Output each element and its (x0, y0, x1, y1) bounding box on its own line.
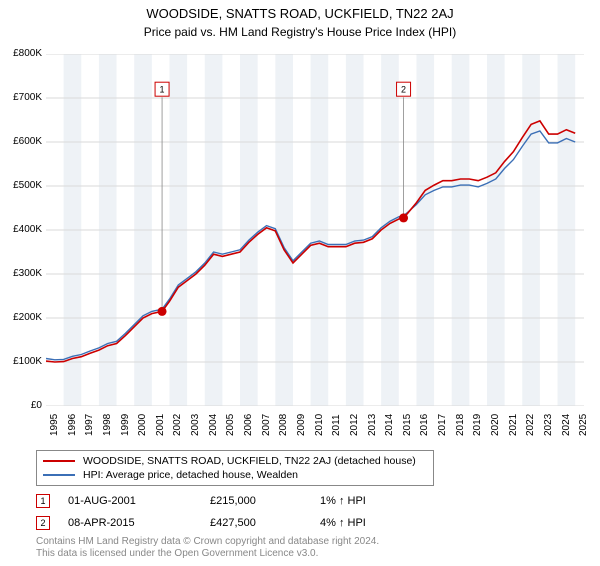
x-tick-label: 2011 (331, 414, 342, 436)
y-tick-label: £500K (2, 180, 42, 191)
x-tick-label: 2024 (561, 414, 572, 436)
y-tick-label: £600K (2, 136, 42, 147)
x-tick-label: 2022 (525, 414, 536, 436)
x-tick-label: 1996 (67, 414, 78, 436)
x-tick-label: 2025 (578, 414, 589, 436)
y-tick-label: £200K (2, 312, 42, 323)
sale-point-price: £215,000 (210, 495, 320, 507)
legend-item-hpi: HPI: Average price, detached house, Weal… (43, 468, 427, 482)
x-tick-label: 2021 (508, 414, 519, 436)
legend-swatch-hpi (43, 474, 75, 476)
y-tick-label: £0 (2, 400, 42, 411)
sale-point-pct: 1% ↑ HPI (320, 495, 420, 507)
x-tick-label: 2008 (278, 414, 289, 436)
chart-subtitle: Price paid vs. HM Land Registry's House … (0, 25, 600, 39)
y-tick-label: £800K (2, 48, 42, 59)
legend-swatch-property (43, 460, 75, 462)
y-tick-label: £700K (2, 92, 42, 103)
legend-label-hpi: HPI: Average price, detached house, Weal… (83, 468, 298, 482)
y-tick-label: £400K (2, 224, 42, 235)
x-tick-label: 2005 (225, 414, 236, 436)
x-tick-label: 2012 (349, 414, 360, 436)
x-tick-label: 2006 (243, 414, 254, 436)
sale-points-table: 1 01-AUG-2001 £215,000 1% ↑ HPI 2 08-APR… (36, 490, 420, 534)
chart-svg: 12 (46, 54, 584, 406)
x-tick-label: 2014 (384, 414, 395, 436)
x-tick-label: 2020 (490, 414, 501, 436)
chart-container: WOODSIDE, SNATTS ROAD, UCKFIELD, TN22 2A… (0, 6, 600, 566)
x-tick-label: 2003 (190, 414, 201, 436)
svg-text:2: 2 (401, 85, 406, 95)
sale-point-pct: 4% ↑ HPI (320, 517, 420, 529)
svg-text:1: 1 (160, 85, 165, 95)
sale-point-row: 2 08-APR-2015 £427,500 4% ↑ HPI (36, 512, 420, 534)
legend-item-property: WOODSIDE, SNATTS ROAD, UCKFIELD, TN22 2A… (43, 454, 427, 468)
x-tick-label: 2013 (367, 414, 378, 436)
x-tick-label: 1998 (102, 414, 113, 436)
chart-title: WOODSIDE, SNATTS ROAD, UCKFIELD, TN22 2A… (0, 6, 600, 21)
sale-point-marker-1: 1 (36, 494, 50, 508)
legend: WOODSIDE, SNATTS ROAD, UCKFIELD, TN22 2A… (36, 450, 434, 486)
x-tick-label: 1997 (84, 414, 95, 436)
x-tick-label: 2023 (543, 414, 554, 436)
x-tick-label: 2007 (261, 414, 272, 436)
sale-point-marker-2: 2 (36, 516, 50, 530)
legend-label-property: WOODSIDE, SNATTS ROAD, UCKFIELD, TN22 2A… (83, 454, 416, 468)
y-tick-label: £300K (2, 268, 42, 279)
x-tick-label: 2015 (402, 414, 413, 436)
x-tick-label: 2018 (455, 414, 466, 436)
sale-point-date: 01-AUG-2001 (68, 495, 210, 507)
x-tick-label: 2017 (437, 414, 448, 436)
x-tick-label: 2002 (172, 414, 183, 436)
sale-point-date: 08-APR-2015 (68, 517, 210, 529)
sale-point-price: £427,500 (210, 517, 320, 529)
x-tick-label: 2016 (419, 414, 430, 436)
x-tick-label: 1999 (120, 414, 131, 436)
y-tick-label: £100K (2, 356, 42, 367)
x-tick-label: 2010 (314, 414, 325, 436)
x-tick-label: 1995 (49, 414, 60, 436)
footer-line2: This data is licensed under the Open Gov… (36, 548, 379, 560)
footer-attribution: Contains HM Land Registry data © Crown c… (36, 536, 379, 560)
x-tick-label: 2004 (208, 414, 219, 436)
sale-point-row: 1 01-AUG-2001 £215,000 1% ↑ HPI (36, 490, 420, 512)
x-tick-label: 2019 (472, 414, 483, 436)
x-tick-label: 2000 (137, 414, 148, 436)
x-tick-label: 2009 (296, 414, 307, 436)
chart-plot-area: 12 (46, 54, 584, 406)
footer-line1: Contains HM Land Registry data © Crown c… (36, 536, 379, 548)
x-tick-label: 2001 (155, 414, 166, 436)
